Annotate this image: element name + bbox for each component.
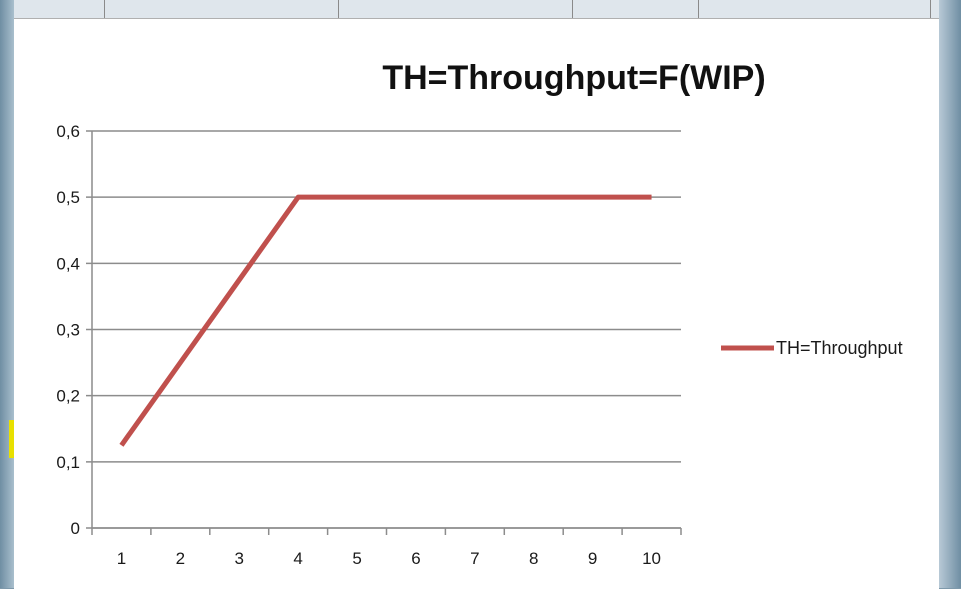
y-tick-label-2: 0,2	[56, 387, 80, 406]
x-tick-labels: 1 2 3 4 5 6 7 8 9 10	[117, 549, 661, 568]
x-tick-label-5: 5	[352, 549, 361, 568]
legend-entry-th-throughput: TH=Throughput	[776, 338, 903, 358]
legend[interactable]: TH=Throughput	[721, 338, 903, 358]
chart-svg: TH=Throughput=F(WIP) 0 0,1 0,2 0,3 0,4 0,5 0,6…	[56, 59, 903, 568]
x-tick-label-4: 4	[293, 549, 302, 568]
x-tick-label-7: 7	[470, 549, 479, 568]
x-tick-label-10: 10	[642, 549, 661, 568]
chart-area[interactable]: TH=Throughput=F(WIP) 0 0,1 0,2 0,3 0,4 0,5 0,6…	[14, 18, 939, 589]
y-tick-label-3: 0,3	[56, 321, 80, 340]
series-layer	[119, 194, 652, 447]
x-tick-label-8: 8	[529, 549, 538, 568]
window-frame-left	[0, 0, 14, 588]
y-tick-label-1: 0,1	[56, 453, 80, 472]
window-frame-right	[939, 0, 961, 588]
x-tick-label-3: 3	[235, 549, 244, 568]
y-tick-labels: 0 0,1 0,2 0,3 0,4 0,5 0,6	[56, 122, 80, 538]
y-tick-label-6: 0,6	[56, 122, 80, 141]
y-tick-label-0: 0	[71, 519, 80, 538]
axes	[91, 131, 682, 535]
series-line-0[interactable]	[119, 194, 652, 447]
x-tick-label-2: 2	[176, 549, 185, 568]
gridlines	[86, 130, 681, 529]
spreadsheet-strip	[0, 0, 961, 22]
cell-highlight	[9, 420, 14, 458]
chart-title: TH=Throughput=F(WIP)	[382, 59, 765, 97]
x-tick-label-9: 9	[588, 549, 597, 568]
x-tick-label-1: 1	[117, 549, 126, 568]
y-tick-label-4: 0,4	[56, 254, 80, 273]
x-tick-label-6: 6	[411, 549, 420, 568]
y-tick-label-5: 0,5	[56, 188, 80, 207]
